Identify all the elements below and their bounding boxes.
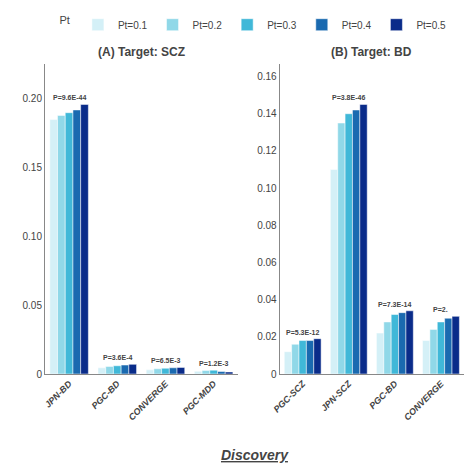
svg-text:0.08: 0.08 <box>257 220 277 231</box>
svg-text:0.06: 0.06 <box>257 257 277 268</box>
svg-text:0.14: 0.14 <box>257 108 277 119</box>
svg-text:JPN-BD: JPN-BD <box>43 378 74 409</box>
svg-text:PGC-SCZ: PGC-SCZ <box>272 378 308 414</box>
svg-text:Pt: Pt <box>60 15 70 27</box>
svg-text:Pt=0.1: Pt=0.1 <box>118 20 148 31</box>
svg-text:PGC-BD: PGC-BD <box>90 378 123 411</box>
svg-text:Pt=0.5: Pt=0.5 <box>416 20 446 31</box>
svg-text:0.10: 0.10 <box>257 183 277 194</box>
svg-text:PGC-BD: PGC-BD <box>367 378 400 411</box>
svg-text:Pt=0.4: Pt=0.4 <box>342 20 372 31</box>
svg-text:(B) Target: BD: (B) Target: BD <box>331 45 412 59</box>
svg-text:0.02: 0.02 <box>257 331 277 342</box>
svg-text:0.04: 0.04 <box>257 294 277 305</box>
svg-text:0.05: 0.05 <box>23 300 43 311</box>
svg-text:Discovery: Discovery <box>221 447 289 463</box>
svg-text:P=6.5E-3: P=6.5E-3 <box>151 357 180 364</box>
svg-text:P=1.2E-3: P=1.2E-3 <box>199 360 228 367</box>
svg-text:0.15: 0.15 <box>23 162 43 173</box>
svg-text:P=3.8E-46: P=3.8E-46 <box>332 94 365 101</box>
svg-text:CONVERGE: CONVERGE <box>402 378 446 422</box>
svg-text:0.16: 0.16 <box>257 71 277 82</box>
svg-text:P=2.: P=2. <box>433 306 448 313</box>
svg-text:P=9.6E-44: P=9.6E-44 <box>53 94 86 101</box>
svg-text:0.12: 0.12 <box>257 145 277 156</box>
svg-text:(A) Target: SCZ: (A) Target: SCZ <box>98 45 185 59</box>
svg-text:0: 0 <box>271 369 277 380</box>
svg-text:JPN-SCZ: JPN-SCZ <box>319 378 354 413</box>
svg-text:Pt=0.3: Pt=0.3 <box>267 20 297 31</box>
svg-text:0.20: 0.20 <box>23 93 43 104</box>
svg-text:CONVERGE: CONVERGE <box>127 378 171 422</box>
svg-text:Pt=0.2: Pt=0.2 <box>193 20 223 31</box>
svg-text:0: 0 <box>36 369 42 380</box>
svg-text:0.10: 0.10 <box>23 231 43 242</box>
svg-text:P=3.6E-4: P=3.6E-4 <box>103 354 132 361</box>
svg-text:P=7.3E-14: P=7.3E-14 <box>378 301 411 308</box>
svg-text:PGC-MDD: PGC-MDD <box>181 378 219 416</box>
svg-text:P=5.3E-12: P=5.3E-12 <box>286 329 319 336</box>
